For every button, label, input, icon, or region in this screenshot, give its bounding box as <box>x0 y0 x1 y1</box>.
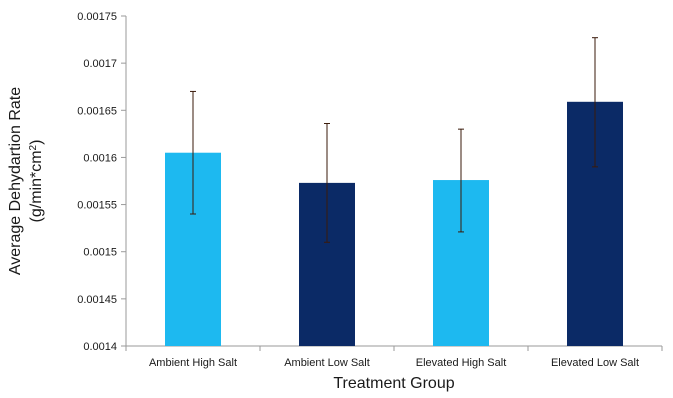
y-axis: 0.0014 0.00145 0.0015 0.00155 0.0016 0.00165 0… <box>77 11 127 353</box>
error-bar <box>190 90 196 215</box>
x-axis <box>125 345 663 351</box>
x-axis-title: Treatment Group <box>333 375 454 392</box>
error-bar <box>592 37 598 168</box>
y-axis-title: Average Dehydartion Rate (g/min*cm2) <box>7 87 45 275</box>
y-tick-label: 0.0014 <box>83 341 117 353</box>
y-axis-title-line2: (g/min*cm2) <box>28 140 46 223</box>
y-tick-label: 0.0016 <box>83 152 117 164</box>
error-bar <box>458 128 464 233</box>
y-tick-label: 0.00155 <box>77 200 117 212</box>
x-tick-label: Elevated Low Salt <box>551 357 639 369</box>
x-tick-label: Ambient High Salt <box>149 357 237 369</box>
y-axis-title-unit: (g/min*cm <box>28 150 45 222</box>
y-tick-label: 0.00165 <box>77 105 117 117</box>
x-tick-label: Elevated High Salt <box>416 357 507 369</box>
y-axis-title-line1: Average Dehydartion Rate <box>7 87 24 275</box>
y-tick-label: 0.0017 <box>83 58 117 70</box>
y-tick-label: 0.0015 <box>83 247 117 259</box>
y-tick-label: 0.00175 <box>77 11 117 23</box>
y-tick-label: 0.00145 <box>77 294 117 306</box>
y-axis-title-unit-close: ) <box>28 140 45 145</box>
error-bar <box>324 122 330 243</box>
x-tick-label: Ambient Low Salt <box>284 357 370 369</box>
y-axis-title-unit-exponent: 2 <box>28 144 39 150</box>
